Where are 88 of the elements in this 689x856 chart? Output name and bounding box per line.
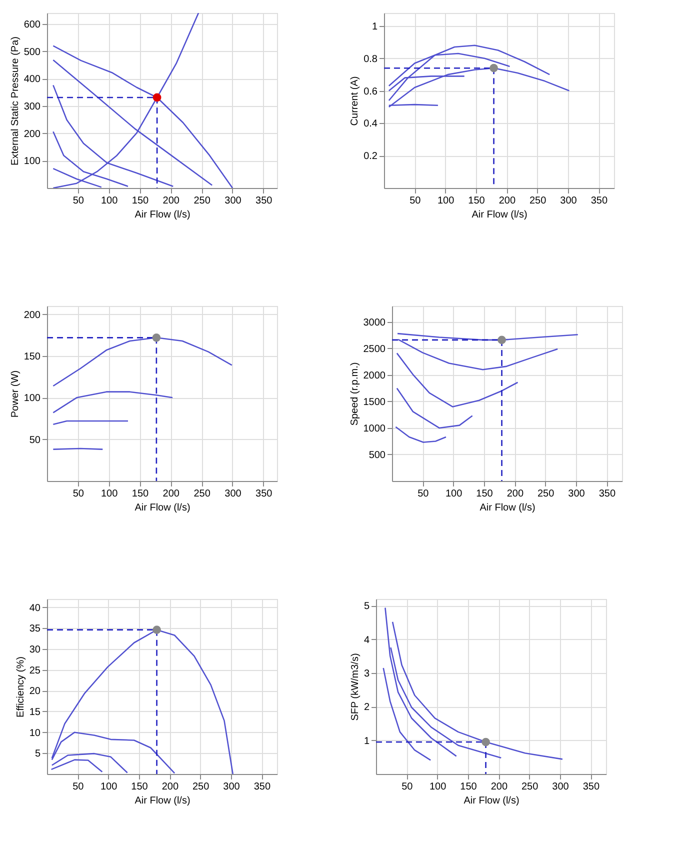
y-tick-label: 15 [29, 707, 41, 718]
y-tick-label: 500 [24, 46, 41, 58]
x-tick-label: 50 [72, 196, 84, 206]
y-tick-label: 200 [24, 310, 41, 321]
y-tick-label: 5 [364, 601, 370, 612]
x-tick-label: 100 [100, 782, 118, 792]
x-tick-label: 300 [224, 488, 242, 500]
x-axis-title: Air Flow (l/s) [134, 210, 190, 220]
y-tick-label: 300 [24, 101, 41, 112]
x-tick-label: 250 [192, 782, 210, 792]
x-tick-label: 100 [429, 782, 447, 792]
y-tick-label: 400 [24, 74, 41, 86]
y-tick-label: 600 [24, 19, 41, 30]
x-tick-label: 150 [131, 782, 148, 792]
x-tick-label: 250 [529, 196, 547, 206]
y-tick-label: 150 [24, 352, 41, 362]
x-tick-label: 300 [568, 488, 586, 500]
y-tick-label: 3000 [363, 317, 386, 328]
x-tick-label: 150 [460, 782, 478, 792]
y-tick-label: 100 [24, 393, 41, 404]
x-tick-label: 350 [256, 196, 273, 206]
x-tick-label: 200 [490, 782, 508, 792]
y-tick-label: 2500 [363, 344, 386, 355]
x-tick-label: 200 [506, 488, 524, 500]
y-tick-label: 50 [29, 434, 41, 446]
x-tick-label: 50 [402, 782, 414, 792]
y-axis-title: Speed (r.p.m.) [349, 362, 360, 426]
x-tick-label: 150 [468, 196, 486, 206]
x-tick-label: 350 [254, 782, 271, 792]
y-tick-label: 35 [29, 624, 41, 635]
x-tick-label: 350 [598, 488, 616, 500]
x-tick-label: 300 [560, 196, 578, 206]
x-tick-label: 50 [72, 782, 84, 792]
x-axis-title: Air Flow (l/s) [134, 502, 190, 514]
y-tick-label: 1500 [363, 396, 386, 408]
y-tick-label: 5 [34, 748, 41, 760]
x-tick-label: 300 [224, 196, 242, 206]
y-axis-title: Power (W) [10, 370, 21, 418]
x-tick-label: 150 [476, 488, 494, 500]
y-tick-label: 0.8 [364, 54, 378, 65]
y-tick-label: 3 [364, 668, 370, 680]
x-tick-label: 350 [256, 488, 273, 500]
x-tick-label: 300 [552, 782, 570, 792]
y-tick-label: 200 [24, 128, 41, 140]
x-tick-label: 100 [445, 488, 463, 500]
x-tick-label: 300 [223, 782, 240, 792]
y-axis-title: External Static Pressure (Pa) [10, 36, 21, 166]
x-tick-label: 100 [100, 488, 118, 500]
y-tick-label: 25 [29, 665, 41, 676]
y-tick-label: 0.2 [364, 151, 378, 162]
x-axis-title: Air Flow (l/s) [464, 796, 520, 806]
y-axis-title: SFP (kW/m3/s) [350, 653, 361, 721]
y-tick-label: 40 [29, 602, 41, 614]
x-tick-label: 250 [521, 782, 539, 792]
x-tick-label: 50 [410, 196, 422, 206]
x-axis-title: Air Flow (l/s) [472, 210, 528, 220]
y-tick-label: 1 [372, 21, 378, 32]
x-axis-title: Air Flow (l/s) [134, 796, 190, 806]
y-tick-label: 100 [24, 156, 41, 168]
y-tick-label: 0.4 [364, 118, 378, 130]
y-tick-label: 500 [368, 450, 386, 461]
y-tick-label: 30 [29, 644, 41, 656]
x-tick-label: 200 [162, 488, 180, 500]
y-tick-label: 10 [29, 728, 41, 739]
y-tick-label: 4 [364, 634, 370, 646]
x-tick-label: 200 [498, 196, 516, 206]
x-tick-label: 350 [590, 196, 608, 206]
x-tick-label: 200 [162, 196, 180, 206]
y-tick-label: 1000 [363, 423, 386, 434]
x-tick-label: 50 [72, 488, 84, 500]
x-tick-label: 350 [582, 782, 600, 792]
y-tick-label: 1 [364, 736, 370, 747]
x-tick-label: 100 [100, 196, 118, 206]
x-tick-label: 150 [132, 488, 150, 500]
y-axis-title: Efficiency (%) [15, 656, 26, 718]
x-tick-label: 150 [132, 196, 150, 206]
y-tick-label: 2 [364, 702, 370, 714]
x-axis-title: Air Flow (l/s) [480, 502, 536, 514]
x-tick-label: 200 [162, 782, 179, 792]
x-tick-label: 50 [418, 488, 430, 500]
x-tick-label: 250 [194, 196, 211, 206]
x-tick-label: 250 [537, 488, 555, 500]
x-tick-label: 100 [437, 196, 455, 206]
y-axis-title: Current (A) [350, 76, 361, 126]
x-tick-label: 250 [194, 488, 211, 500]
y-tick-label: 20 [29, 686, 41, 698]
y-tick-label: 0.6 [364, 86, 378, 98]
y-tick-label: 2000 [363, 370, 386, 382]
